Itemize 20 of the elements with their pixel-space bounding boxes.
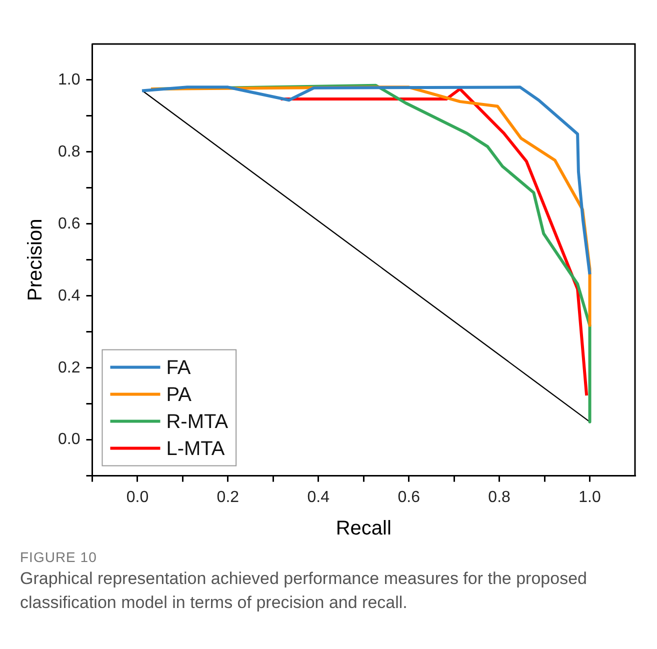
x-tick-label: 0.6	[398, 488, 420, 506]
x-tick-label: 0.2	[216, 488, 240, 506]
x-tick-label: 0.0	[126, 488, 149, 506]
x-tick-label: 1.0	[578, 488, 601, 506]
x-tick-label: 0.4	[307, 488, 330, 506]
y-axis-title: Precision	[24, 218, 47, 302]
y-tick-label: 0.8	[58, 143, 80, 160]
y-tick-label: 0.2	[58, 359, 80, 376]
y-tick-label: 0.6	[58, 215, 80, 232]
caption: FIGURE 10	[20, 549, 98, 565]
legend-label: PA	[166, 384, 192, 406]
legend-label: FA	[166, 356, 192, 379]
y-tick-label: 0.4	[58, 287, 80, 304]
x-tick-label: 0.8	[488, 488, 511, 506]
y-tick-label: 1.0	[58, 71, 80, 88]
legend-label: L-MTA	[166, 438, 226, 460]
x-axis-title: Recall	[336, 518, 392, 540]
y-tick-label: 0.0	[58, 431, 80, 448]
legend-label: R-MTA	[166, 410, 229, 433]
text: Graphical representation achieved performance measures for the proposed classification model in terms of precision and recall.	[20, 568, 588, 614]
